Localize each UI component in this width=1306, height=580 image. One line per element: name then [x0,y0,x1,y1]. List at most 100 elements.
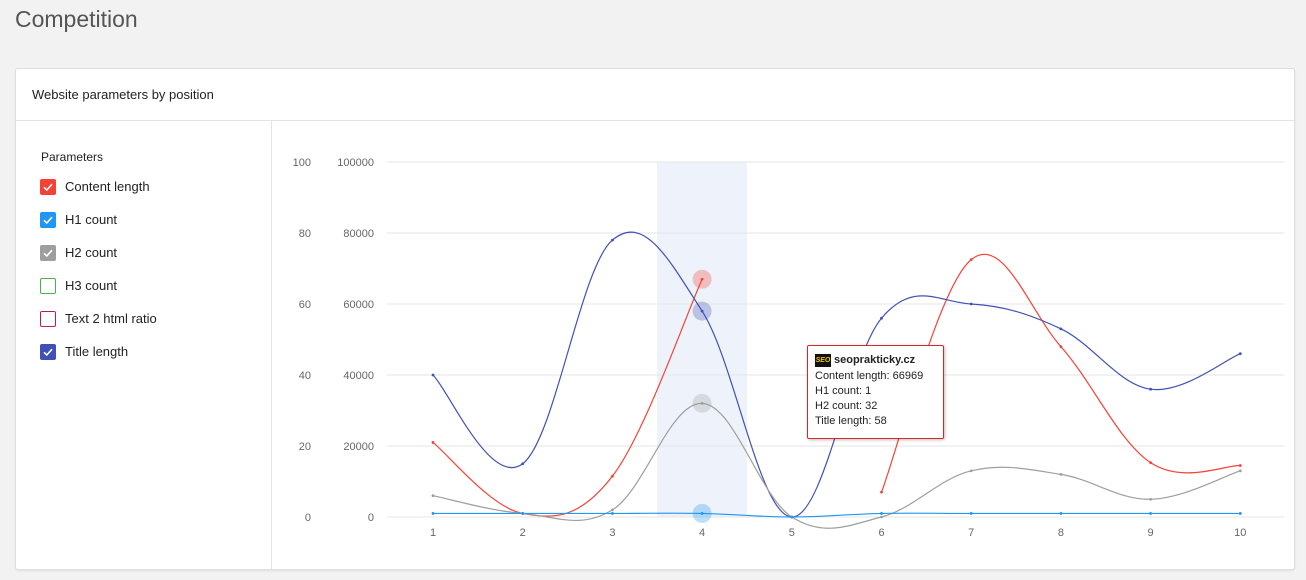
data-point-h2_count [880,515,883,519]
tooltip-line-title-length: Title length: 58 [815,415,887,427]
data-point-h2_count [1149,497,1152,501]
data-point-h1_count [1059,512,1063,515]
param-label: Content length [65,179,150,194]
data-point-h2_count [700,402,704,405]
x-tick-label: 5 [789,527,795,539]
param-checkbox[interactable] [40,344,56,360]
param-h2-count[interactable]: H2 count [40,245,157,278]
data-point-h1_count [521,512,525,515]
left-tick-label: 60 [299,299,311,311]
x-tick-label: 7 [968,527,974,539]
data-point-h2_count [1238,469,1242,473]
param-checkbox[interactable] [40,245,56,261]
tooltip-line-h1-count: H1 count: 1 [815,385,872,397]
x-tick-label: 1 [430,527,436,539]
check-icon [43,348,53,357]
x-tick-label: 3 [609,527,615,539]
x-tick-label: 10 [1234,527,1246,539]
series-line-content_length [432,279,703,517]
chart-tooltip: SEO seoprakticky.cz Content length: 6696… [807,345,944,439]
parameters-list: Content length H1 count H2 count H3 count Te… [40,179,157,377]
data-point-title_length [1238,352,1242,356]
left-tick-label: 40 [299,370,311,382]
param-checkbox[interactable] [40,311,56,327]
data-point-h1_count [700,512,704,515]
data-point-title_length [700,309,704,313]
param-label: H1 count [65,212,118,227]
param-label: H3 count [65,278,118,293]
x-tick-label: 4 [699,527,705,539]
param-text-2-html-ratio[interactable]: Text 2 html ratio [40,311,157,344]
param-content-length[interactable]: Content length [40,179,157,212]
param-h3-count[interactable]: H3 count [40,278,157,311]
right-tick-label: 100000 [337,157,374,169]
tooltip-line-content-length: Content length: 66969 [815,370,924,382]
x-tick-label: 8 [1058,527,1064,539]
data-point-content_length [880,490,883,494]
parameters-title: Parameters [41,150,104,164]
param-checkbox[interactable] [40,212,56,228]
data-point-h2_count [431,494,435,498]
x-tick-label: 9 [1148,527,1154,539]
x-tick-label: 2 [520,527,526,539]
check-icon [43,216,53,225]
data-point-h2_count [611,508,614,512]
hover-band [657,162,748,517]
param-label: Title length [65,344,129,359]
right-tick-label: 0 [368,512,374,524]
data-point-h1_count [969,512,973,515]
param-h1-count[interactable]: H1 count [40,212,157,245]
series-line-h2_count [432,402,1241,529]
card-body: Parameters Content length H1 count H2 coun… [16,121,1294,569]
right-tick-label: 40000 [343,370,374,382]
data-point-title_length [1149,387,1152,391]
data-point-content_length [1059,345,1063,348]
chart-area: 0 0 20 20000 40 40000 60 60000 80 80000 100 100000 1… [272,121,1294,569]
data-point-h2_count [969,469,973,473]
data-point-content_length [611,474,614,478]
site-favicon-icon: SEO [815,354,831,367]
card-title: Website parameters by position [32,87,214,102]
series-line-h1_count [433,512,1241,518]
data-point-title_length [1059,327,1063,331]
left-tick-label: 0 [305,512,311,524]
line-chart: 0 0 20 20000 40 40000 60 60000 80 80000 100 100000 1… [293,157,1284,539]
data-point-title_length [969,302,973,306]
left-tick-label: 20 [299,441,311,453]
data-point-content_length [431,441,435,444]
data-point-title_length [880,316,883,320]
data-point-title_length [431,373,435,377]
param-label: Text 2 html ratio [65,311,157,326]
data-point-h1_count [1238,512,1242,515]
parameters-panel: Parameters Content length H1 count H2 coun… [16,121,272,569]
data-point-title_length [521,462,525,466]
right-tick-label: 80000 [343,228,374,240]
left-tick-label: 80 [299,228,311,240]
data-point-content_length [969,258,973,262]
data-point-content_length [1149,461,1152,465]
param-checkbox[interactable] [40,278,56,294]
data-point-content_length [700,277,704,281]
chart-card: Website parameters by position Parameter… [15,68,1295,570]
data-point-h1_count [431,512,435,515]
right-tick-label: 20000 [343,441,374,453]
data-point-content_length [1238,464,1242,467]
data-point-h1_count [790,515,794,519]
left-tick-label: 100 [293,157,311,169]
tooltip-site: seoprakticky.cz [834,354,916,366]
tooltip-line-h2-count: H2 count: 32 [815,400,878,412]
tooltip-header: SEO seoprakticky.cz [815,353,936,368]
param-checkbox[interactable] [40,179,56,195]
card-header: Website parameters by position [16,69,1294,121]
page-title: Competition [15,6,138,32]
data-point-title_length [611,238,614,242]
check-icon [43,249,53,258]
param-title-length[interactable]: Title length [40,344,157,377]
param-label: H2 count [65,245,118,260]
data-point-h1_count [880,512,883,515]
data-point-h1_count [1149,512,1152,515]
data-point-h1_count [611,512,614,515]
right-tick-label: 60000 [343,299,374,311]
x-tick-label: 6 [878,527,884,539]
data-point-h2_count [1059,473,1063,476]
